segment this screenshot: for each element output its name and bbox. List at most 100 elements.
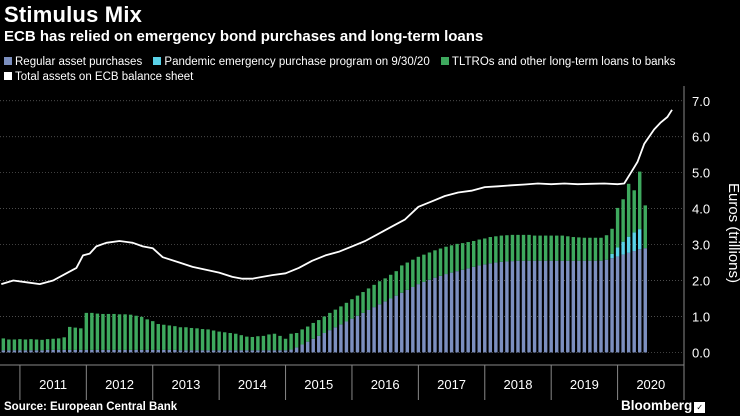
bar-regular [350,318,354,353]
bar-tltro [355,295,360,316]
bar-tltro [117,314,122,350]
bar-regular [427,279,432,353]
bar-regular [577,260,581,353]
bar-regular [34,350,39,353]
bar-regular [328,330,332,353]
bar-regular [90,349,94,353]
bar-tltro [40,339,44,351]
bar-regular [444,274,448,353]
bar-regular [416,284,421,353]
x-tick-label: 2014 [238,377,267,392]
bar-regular [7,350,11,353]
bar-tltro [56,338,61,350]
bar-regular [560,260,564,353]
bar-tltro [350,299,354,319]
bar-regular [394,295,398,353]
bar-regular [599,260,603,353]
bar-tltro [388,274,393,299]
x-tick-label: 2019 [570,377,599,392]
bar-regular [621,254,625,353]
bar-tltro [638,171,642,230]
bar-tltro [256,336,260,351]
bar-regular [151,349,155,353]
bar-tltro [422,254,426,282]
bar-regular [344,321,349,353]
bar-tltro [189,327,194,351]
bar-tltro [449,245,454,273]
bar-tltro [588,237,592,261]
bar-tltro [134,315,138,350]
bar-regular [272,350,277,353]
bar-regular [516,260,520,353]
bar-regular [95,349,100,353]
bar-tltro [311,322,315,339]
bar-tltro [200,329,205,351]
legend: Regular asset purchases Pandemic emergen… [4,55,734,85]
bar-regular [322,333,327,353]
bar-tltro [339,306,343,325]
bar-tltro [344,302,349,322]
bar-tltro [211,330,216,351]
bar-tltro [300,329,304,345]
bar-tltro [477,239,481,266]
bar-regular [494,262,498,353]
bar-tltro [532,235,537,261]
bar-regular [278,350,282,353]
bar-pepp [621,241,625,255]
legend-swatch-total [4,72,12,80]
bar-tltro [366,288,371,310]
bar-tltro [466,242,470,269]
bar-regular [195,350,199,353]
bar-tltro [582,237,587,261]
bar-regular [267,350,271,353]
bar-tltro [106,313,111,350]
bar-regular [167,349,172,353]
x-tick-label: 2011 [39,377,67,392]
bar-pepp [615,247,620,257]
bar-regular [18,350,22,353]
bar-regular [339,324,343,353]
bar-tltro [377,281,382,305]
bar-regular [211,350,216,353]
bar-regular [638,249,642,353]
bar-tltro [516,234,520,261]
bar-tltro [411,259,415,287]
bar-regular [615,256,620,353]
bar-tltro [51,338,55,350]
bar-regular [333,327,338,353]
bar-regular [355,315,360,353]
bar-tltro [79,328,83,350]
bar-tltro [400,265,404,293]
bar-regular [139,349,144,353]
bar-regular [433,277,437,353]
bar-regular [173,349,177,353]
bar-regular [372,307,376,353]
bar-regular [643,248,647,353]
legend-swatch-regular [4,57,12,65]
bar-tltro [610,228,614,254]
bar-regular [128,349,133,353]
x-tick-label: 2017 [437,377,466,392]
bar-regular [162,349,166,353]
bar-tltro [95,313,100,350]
bar-regular [383,301,387,353]
bar-tltro [128,314,133,350]
bar-regular [460,269,465,353]
bar-regular [62,349,66,353]
bar-tltro [317,320,321,336]
bar-pepp [610,253,614,259]
bar-tltro [222,332,227,351]
bar-regular [117,349,122,353]
bar-regular [510,261,515,353]
x-tick-label: 2012 [105,377,134,392]
bar-tltro [471,240,476,267]
bar-tltro [333,309,338,328]
bar-tltro [560,235,564,261]
bar-tltro [261,335,266,351]
bar-tltro [444,246,448,275]
bar-tltro [499,235,504,262]
bar-regular [582,260,587,353]
x-tick-label: 2020 [636,377,665,392]
bar-regular [604,259,609,353]
bar-tltro [267,334,271,351]
